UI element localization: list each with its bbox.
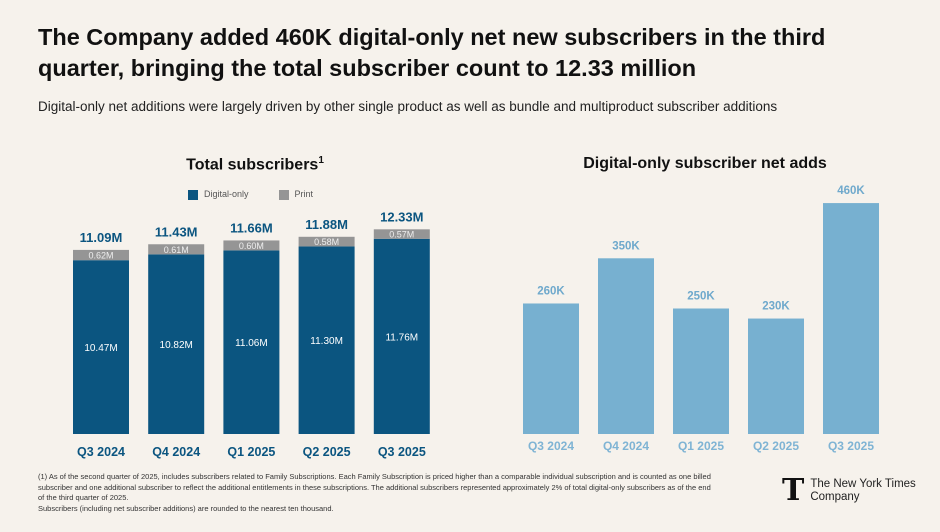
bar-digital-2 <box>223 250 280 434</box>
label-digital-0: 10.47M <box>84 343 117 354</box>
bar-netadds-2 <box>673 308 729 434</box>
label-netadds-4: 460K <box>837 185 865 197</box>
bar-digital-1 <box>148 254 205 434</box>
label-netadds-1: 350K <box>612 240 640 252</box>
legend-print: Print <box>278 189 314 200</box>
bar-netadds-0 <box>523 303 579 434</box>
left-chart-title-text: Total subscribers <box>186 156 319 174</box>
label-total-0: 11.09M <box>80 230 123 245</box>
legend-label: Print <box>294 189 314 199</box>
label-digital-3: 11.30M <box>310 336 343 347</box>
legend-label: Digital-only <box>204 189 249 199</box>
footnotes: (1) As of the second quarter of 2025, in… <box>38 472 718 514</box>
bar-print-2 <box>223 240 280 251</box>
label-netadds-0: 260K <box>537 285 565 297</box>
nyt-t-icon: T <box>782 473 805 508</box>
label-digital-1: 10.82M <box>160 340 193 351</box>
x-tick-left-0: Q3 2024 <box>77 445 125 459</box>
label-digital-4: 11.76M <box>385 332 418 343</box>
left-chart-title: Total subscribers1 <box>130 155 380 174</box>
label-print-3: 0.58M <box>314 237 339 247</box>
right-chart-title: Digital-only subscriber net adds <box>583 155 827 172</box>
bar-digital-4 <box>373 238 430 434</box>
footnote-2: Subscribers (including net subscriber ad… <box>38 503 334 513</box>
bar-netadds-3 <box>748 318 804 434</box>
label-print-1: 0.61M <box>164 245 189 255</box>
nyt-logo: T The New York Times Company <box>782 476 916 506</box>
bar-netadds-1 <box>598 258 654 434</box>
bar-print-4 <box>373 229 430 239</box>
x-tick-right-0: Q3 2024 <box>528 439 574 453</box>
legend-swatch-print <box>278 189 289 200</box>
subtitle: Digital-only net additions were largely … <box>38 99 778 114</box>
bar-print-0 <box>73 249 129 261</box>
label-digital-2: 11.06M <box>235 338 268 349</box>
bar-digital-0 <box>73 260 129 434</box>
bar-netadds-4 <box>823 203 879 434</box>
x-tick-right-4: Q3 2025 <box>828 439 874 453</box>
page-title: The Company added 460K digital-only net … <box>38 24 826 81</box>
label-total-3: 11.88M <box>305 217 348 232</box>
legend-swatch-digital <box>188 189 198 200</box>
label-total-2: 11.66M <box>230 220 273 235</box>
footnote-1: (1) As of the second quarter of 2025, in… <box>38 472 711 502</box>
label-netadds-3: 230K <box>762 301 790 313</box>
x-tick-right-2: Q1 2025 <box>678 439 724 453</box>
logo-name-1: The New York Times <box>810 478 916 490</box>
label-print-2: 0.60M <box>239 241 264 251</box>
footnote-marker: 1 <box>318 155 324 166</box>
legend: Digital-only Print <box>188 189 313 200</box>
x-tick-right-3: Q2 2025 <box>753 439 799 453</box>
x-tick-left-3: Q2 2025 <box>303 445 351 459</box>
label-print-4: 0.57M <box>389 230 414 240</box>
label-netadds-2: 250K <box>687 291 715 303</box>
x-tick-left-1: Q4 2024 <box>152 445 200 459</box>
bar-print-1 <box>148 244 205 255</box>
bar-digital-3 <box>298 246 355 434</box>
label-total-1: 11.43M <box>155 224 198 239</box>
bar-print-3 <box>298 236 355 247</box>
x-tick-left-4: Q3 2025 <box>378 445 426 459</box>
x-tick-right-1: Q4 2024 <box>603 439 649 453</box>
x-tick-left-2: Q1 2025 <box>227 445 275 459</box>
legend-digital: Digital-only <box>188 189 249 200</box>
label-print-0: 0.62M <box>88 251 113 261</box>
label-total-4: 12.33M <box>380 209 423 224</box>
logo-name-2: Company <box>810 491 860 503</box>
